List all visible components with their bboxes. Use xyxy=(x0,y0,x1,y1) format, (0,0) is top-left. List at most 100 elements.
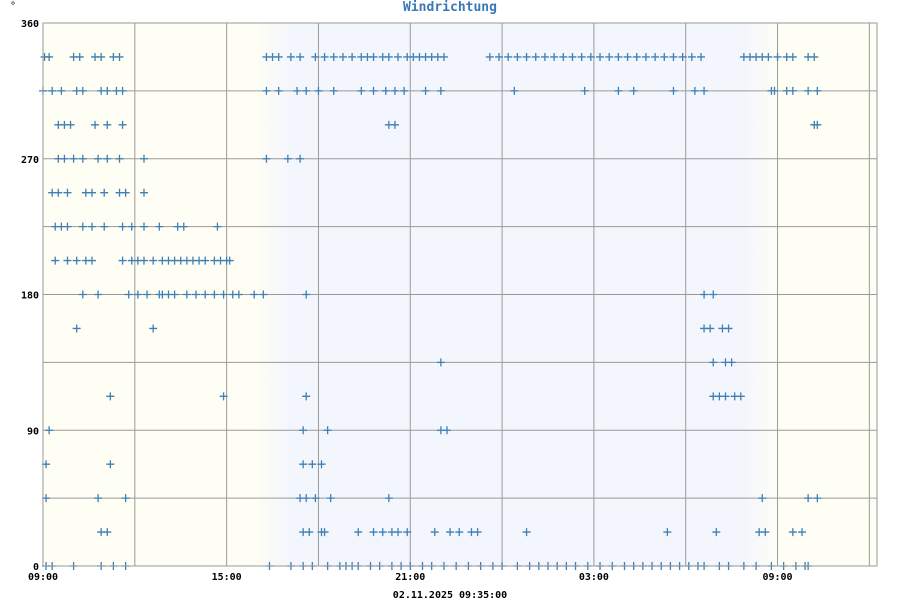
data-point xyxy=(305,528,314,537)
data-point xyxy=(651,52,660,61)
data-point xyxy=(421,86,430,95)
data-point xyxy=(139,222,148,231)
data-point xyxy=(274,52,283,61)
data-point xyxy=(706,324,715,333)
data-point xyxy=(78,290,87,299)
data-point xyxy=(436,86,445,95)
data-point xyxy=(100,222,109,231)
data-point xyxy=(660,52,669,61)
data-point xyxy=(770,86,779,95)
data-point xyxy=(813,86,822,95)
data-point xyxy=(522,528,531,537)
data-point xyxy=(773,52,782,61)
data-point xyxy=(369,52,378,61)
data-point xyxy=(700,290,709,299)
data-point xyxy=(155,222,164,231)
data-point xyxy=(51,256,60,265)
y-tick-label: 90 xyxy=(27,426,39,437)
data-point xyxy=(761,528,770,537)
data-point xyxy=(320,528,329,537)
data-point xyxy=(75,52,84,61)
data-point xyxy=(210,290,219,299)
data-point xyxy=(317,460,326,469)
data-point xyxy=(103,528,112,537)
data-point xyxy=(219,392,228,401)
data-point xyxy=(764,52,773,61)
data-point xyxy=(697,52,706,61)
data-point xyxy=(139,256,148,265)
x-tick-label: 15:00 xyxy=(212,572,242,583)
data-point xyxy=(400,86,409,95)
data-point xyxy=(182,290,191,299)
data-point xyxy=(354,528,363,537)
data-point xyxy=(296,154,305,163)
data-point xyxy=(293,86,302,95)
data-point xyxy=(78,86,87,95)
data-point xyxy=(66,120,75,129)
chart-title: Windrichtung xyxy=(403,0,497,15)
data-point xyxy=(201,256,210,265)
data-point xyxy=(302,290,311,299)
data-point xyxy=(296,52,305,61)
timestamp-footer: 02.11.2025 09:35:00 xyxy=(393,590,507,600)
data-point xyxy=(632,52,641,61)
data-point xyxy=(813,120,822,129)
data-point xyxy=(596,52,605,61)
data-point xyxy=(721,392,730,401)
data-point xyxy=(302,86,311,95)
data-point xyxy=(63,256,72,265)
data-point xyxy=(403,528,412,537)
data-point xyxy=(311,494,320,503)
data-point xyxy=(54,188,63,197)
data-point xyxy=(149,256,158,265)
x-tick-label: 21:00 xyxy=(395,572,425,583)
data-point xyxy=(687,52,696,61)
data-point xyxy=(455,528,464,537)
data-point xyxy=(522,52,531,61)
y-axis-ticks: 0 90 180 270 360 xyxy=(21,19,39,573)
x-tick-label: 09:00 xyxy=(762,572,792,583)
data-point xyxy=(338,52,347,61)
data-point xyxy=(170,290,179,299)
data-point xyxy=(234,290,243,299)
data-point xyxy=(384,494,393,503)
data-point xyxy=(798,528,807,537)
x-tick-label: 03:00 xyxy=(579,572,609,583)
data-point xyxy=(106,392,115,401)
data-point xyxy=(94,290,103,299)
data-point xyxy=(103,154,112,163)
data-point xyxy=(57,86,66,95)
data-point xyxy=(788,528,797,537)
data-point xyxy=(568,52,577,61)
data-point xyxy=(78,222,87,231)
y-tick-label: 0 xyxy=(33,562,39,573)
data-point xyxy=(72,324,81,333)
data-point xyxy=(495,52,504,61)
data-point xyxy=(118,256,127,265)
data-point xyxy=(283,154,292,163)
data-point xyxy=(225,256,234,265)
data-point xyxy=(72,256,81,265)
data-point xyxy=(308,460,317,469)
plot-frame xyxy=(42,22,878,567)
data-point xyxy=(669,86,678,95)
data-point xyxy=(91,120,100,129)
data-point xyxy=(439,52,448,61)
data-point xyxy=(139,154,148,163)
data-point xyxy=(384,52,393,61)
data-point xyxy=(118,222,127,231)
data-point xyxy=(179,222,188,231)
data-point xyxy=(115,154,124,163)
data-point xyxy=(100,188,109,197)
data-point xyxy=(299,426,308,435)
data-point xyxy=(813,494,822,503)
data-point xyxy=(446,528,455,537)
data-point xyxy=(504,52,513,61)
data-point xyxy=(394,528,403,537)
data-point xyxy=(513,52,522,61)
data-point xyxy=(473,528,482,537)
data-point xyxy=(430,528,439,537)
data-point xyxy=(623,52,632,61)
data-point xyxy=(436,358,445,367)
data-point xyxy=(381,86,390,95)
